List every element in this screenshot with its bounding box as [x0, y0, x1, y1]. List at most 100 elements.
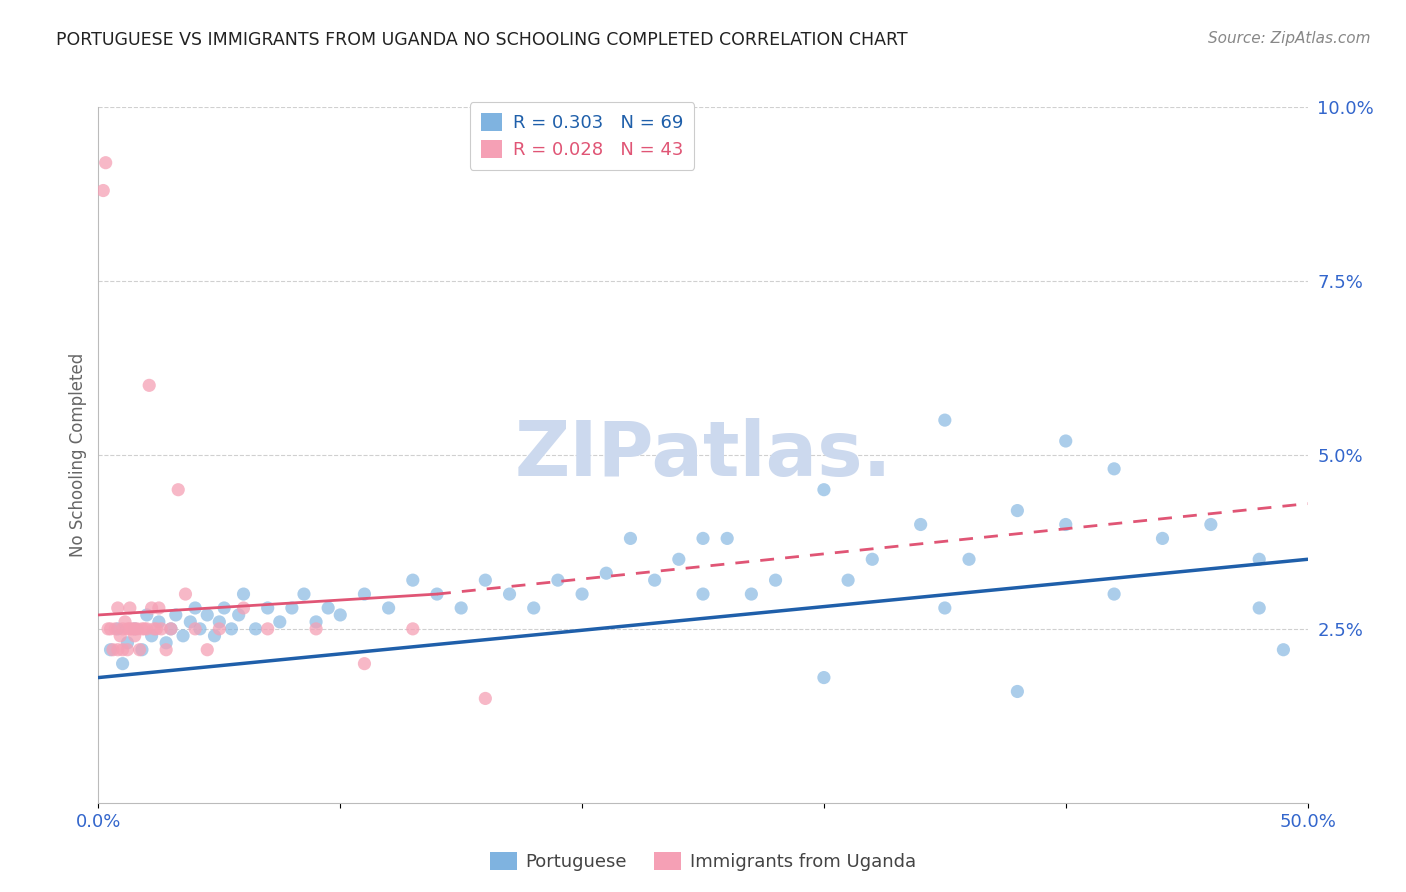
- Point: [117, 622, 139, 636]
- Point: [910, 517, 932, 532]
- Point: [188, 622, 211, 636]
- Y-axis label: No Schooling Completed: No Schooling Completed: [69, 353, 87, 557]
- Point: [837, 573, 859, 587]
- Point: [1152, 532, 1174, 546]
- Point: [100, 622, 122, 636]
- Point: [595, 566, 617, 581]
- Point: [523, 601, 546, 615]
- Legend: Portuguese, Immigrants from Uganda: Portuguese, Immigrants from Uganda: [482, 845, 924, 879]
- Point: [91, 184, 114, 198]
- Point: [107, 622, 129, 636]
- Point: [148, 615, 170, 629]
- Point: [474, 691, 496, 706]
- Point: [160, 622, 183, 636]
- Point: [668, 552, 690, 566]
- Point: [934, 413, 956, 427]
- Point: [619, 532, 641, 546]
- Point: [108, 629, 131, 643]
- Point: [353, 587, 375, 601]
- Point: [402, 573, 425, 587]
- Point: [117, 636, 139, 650]
- Point: [860, 552, 883, 566]
- Point: [128, 642, 150, 657]
- Point: [474, 573, 496, 587]
- Point: [232, 601, 254, 615]
- Point: [644, 573, 666, 587]
- Point: [269, 615, 291, 629]
- Point: [1102, 462, 1125, 476]
- Point: [204, 629, 226, 643]
- Point: [179, 615, 201, 629]
- Point: [329, 607, 352, 622]
- Point: [934, 601, 956, 615]
- Text: Source: ZipAtlas.com: Source: ZipAtlas.com: [1208, 31, 1371, 46]
- Point: [1272, 642, 1295, 657]
- Point: [208, 615, 231, 629]
- Point: [107, 601, 129, 615]
- Point: [127, 622, 149, 636]
- Point: [160, 622, 183, 636]
- Point: [221, 622, 243, 636]
- Point: [316, 601, 339, 615]
- Point: [281, 601, 304, 615]
- Point: [101, 642, 124, 657]
- Point: [172, 629, 194, 643]
- Point: [111, 657, 134, 671]
- Point: [813, 483, 835, 497]
- Point: [145, 622, 167, 636]
- Point: [426, 587, 449, 601]
- Point: [195, 642, 218, 657]
- Point: [245, 622, 267, 636]
- Point: [228, 607, 250, 622]
- Point: [1007, 684, 1029, 698]
- Point: [165, 607, 187, 622]
- Point: [155, 642, 177, 657]
- Point: [143, 622, 166, 636]
- Point: [1199, 517, 1222, 532]
- Point: [1054, 434, 1077, 448]
- Point: [1007, 503, 1029, 517]
- Text: PORTUGUESE VS IMMIGRANTS FROM UGANDA NO SCHOOLING COMPLETED CORRELATION CHART: PORTUGUESE VS IMMIGRANTS FROM UGANDA NO …: [56, 31, 908, 49]
- Point: [117, 642, 139, 657]
- Point: [184, 622, 207, 636]
- Point: [716, 532, 738, 546]
- Point: [692, 587, 714, 601]
- Point: [813, 671, 835, 685]
- Point: [450, 601, 472, 615]
- Point: [135, 622, 157, 636]
- Point: [957, 552, 980, 566]
- Point: [256, 601, 278, 615]
- Point: [114, 615, 136, 629]
- Point: [184, 601, 207, 615]
- Point: [1054, 517, 1077, 532]
- Point: [402, 622, 425, 636]
- Point: [195, 607, 218, 622]
- Point: [150, 622, 173, 636]
- Point: [97, 622, 120, 636]
- Point: [692, 532, 714, 546]
- Point: [148, 601, 170, 615]
- Point: [377, 601, 399, 615]
- Point: [232, 587, 254, 601]
- Point: [547, 573, 569, 587]
- Point: [121, 622, 143, 636]
- Point: [135, 607, 157, 622]
- Point: [111, 642, 134, 657]
- Point: [107, 642, 129, 657]
- Point: [292, 587, 315, 601]
- Point: [141, 629, 163, 643]
- Point: [353, 657, 375, 671]
- Point: [1249, 601, 1271, 615]
- Point: [124, 622, 146, 636]
- Point: [1102, 587, 1125, 601]
- Point: [1249, 552, 1271, 566]
- Point: [141, 601, 163, 615]
- Point: [134, 622, 156, 636]
- Text: ZIPatlas.: ZIPatlas.: [515, 418, 891, 491]
- Point: [100, 642, 122, 657]
- Point: [208, 622, 231, 636]
- Point: [118, 622, 141, 636]
- Point: [124, 622, 146, 636]
- Point: [765, 573, 787, 587]
- Point: [740, 587, 762, 601]
